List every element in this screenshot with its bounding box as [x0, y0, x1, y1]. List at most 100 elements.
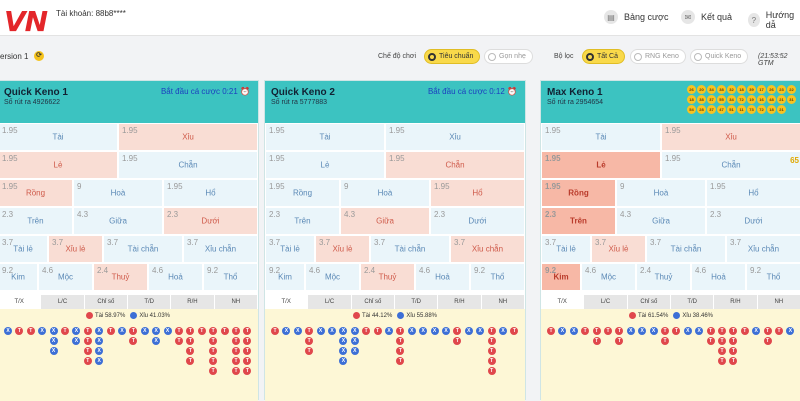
bet-xiule[interactable]: 3.7 Xỉu lẻ [315, 235, 370, 263]
odds: 9 [77, 182, 82, 191]
bet-thuy[interactable]: 2.4 Thuỷ [360, 263, 415, 291]
bet-hoa[interactable]: 9 Hoà [616, 179, 706, 207]
road-tab[interactable]: Chỉ số [351, 295, 395, 309]
panel-title[interactable]: Max Keno 1 [547, 87, 603, 98]
bet-rong[interactable]: 1.95 Rồng [265, 179, 340, 207]
bet-taile[interactable]: 3.7 Tài lẻ [0, 235, 48, 263]
bet-tren[interactable]: 2.3 Trên [265, 207, 340, 235]
bet-tren[interactable]: 2.3 Trên [0, 207, 73, 235]
bet-kim[interactable]: 9.2 Kim [265, 263, 305, 291]
xiu-percent: Xỉu 41.03% [139, 313, 171, 320]
bet-label: Xỉu chẵn [747, 244, 780, 254]
bet-le[interactable]: 1.95 Lẻ [0, 151, 118, 179]
bet-hoa2[interactable]: 4.6 Hoả [691, 263, 746, 291]
bet-xiuchan[interactable]: 3.7 Xỉu chẵn [450, 235, 525, 263]
road-tab[interactable]: NH [481, 295, 525, 309]
road-bead: T [487, 367, 496, 375]
nav-betting-board[interactable]: ▤ Bảng cược [604, 10, 668, 24]
road-tab[interactable]: T/D [670, 295, 715, 309]
nav-results[interactable]: ✉ Kết quả [681, 10, 732, 24]
bet-taichan[interactable]: 3.7 Tài chẵn [103, 235, 183, 263]
road-tab[interactable]: R/H [714, 295, 758, 309]
road-tab[interactable]: T/D [127, 295, 172, 309]
bet-ho[interactable]: 1.95 Hổ [706, 179, 800, 207]
bet-thuy[interactable]: 2.4 Thuỷ [636, 263, 691, 291]
bet-duoi[interactable]: 2.3 Dưới [163, 207, 258, 235]
bet-xiule[interactable]: 3.7 Xỉu lẻ [591, 235, 646, 263]
bet-taile[interactable]: 3.7 Tài lẻ [541, 235, 591, 263]
bet-taichan[interactable]: 3.7 Tài chẵn [646, 235, 726, 263]
bet-thuy[interactable]: 2.4 Thuỷ [93, 263, 148, 291]
road-tab[interactable]: L/C [41, 295, 85, 309]
bet-duoi[interactable]: 2.3 Dưới [430, 207, 525, 235]
bet-tai[interactable]: 1.95 Tài [265, 123, 385, 151]
road-tab[interactable]: Chỉ số [84, 295, 128, 309]
odds: 1.95 [545, 154, 561, 163]
road-tab[interactable]: T/X [265, 295, 309, 309]
road-tab[interactable]: L/C [584, 295, 628, 309]
bet-tho[interactable]: 9.2 Thổ [203, 263, 258, 291]
bet-tho[interactable]: 9.2 Thổ [470, 263, 525, 291]
bet-chan[interactable]: 1.95 Chẵn [118, 151, 258, 179]
bet-rong[interactable]: 1.95 Rồng [541, 179, 616, 207]
filter-all[interactable]: Tất Cả [582, 49, 626, 64]
bet-le[interactable]: 1.95 Lẻ [541, 151, 661, 179]
bet-xiuchan[interactable]: 3.7 Xỉu chẵn [726, 235, 800, 263]
bet-rong[interactable]: 1.95 Rồng [0, 179, 73, 207]
bet-giua[interactable]: 4.3 Giữa [73, 207, 163, 235]
mode-standard[interactable]: Tiêu chuẩn [424, 49, 481, 64]
bet-tai[interactable]: 1.95 Tài [541, 123, 661, 151]
bet-xiuchan[interactable]: 3.7 Xỉu chẵn [183, 235, 258, 263]
mode-compact[interactable]: Gọn nhẹ [484, 49, 533, 64]
odds: 2.3 [710, 210, 722, 219]
road-tab[interactable]: R/H [438, 295, 482, 309]
road-tab[interactable]: T/X [541, 295, 585, 309]
panel-title[interactable]: Quick Keno 1 [4, 87, 68, 98]
bet-hoa2[interactable]: 4.6 Hoả [415, 263, 470, 291]
road-tab[interactable]: NH [757, 295, 800, 309]
bet-giua[interactable]: 4.3 Giữa [340, 207, 430, 235]
road-tab[interactable]: T/X [0, 295, 42, 309]
road-bead: T [763, 337, 772, 345]
bet-taile[interactable]: 3.7 Tài lẻ [265, 235, 315, 263]
road-tab[interactable]: T/D [394, 295, 439, 309]
bet-kim[interactable]: 9.2 Kim [0, 263, 38, 291]
bet-moc[interactable]: 4.6 Mộc [581, 263, 636, 291]
refresh-icon[interactable]: ⟳ [34, 51, 44, 61]
bet-hoa[interactable]: 9 Hoà [73, 179, 163, 207]
bet-moc[interactable]: 4.6 Mộc [38, 263, 93, 291]
bet-giua[interactable]: 4.3 Giữa [616, 207, 706, 235]
road-tab[interactable]: R/H [171, 295, 215, 309]
panel-title[interactable]: Quick Keno 2 [271, 87, 335, 98]
filter-quick-keno[interactable]: Quick Keno [690, 49, 749, 64]
bet-ho[interactable]: 1.95 Hổ [430, 179, 525, 207]
odds: 1.95 [665, 154, 681, 163]
bet-duoi[interactable]: 2.3 Dưới [706, 207, 800, 235]
bet-chan[interactable]: 1.95 Chẵn [385, 151, 525, 179]
bet-xiu[interactable]: 1.95 Xỉu [118, 123, 258, 151]
logo[interactable]: VN [0, 2, 52, 38]
bet-chan[interactable]: 1.95 Chẵn [661, 151, 800, 179]
bet-taichan[interactable]: 3.7 Tài chẵn [370, 235, 450, 263]
bet-label: Dưới [201, 216, 220, 226]
bet-tai[interactable]: 1.95 Tài [0, 123, 118, 151]
bet-label: Chẵn [721, 160, 741, 170]
bet-xiule[interactable]: 3.7 Xỉu lẻ [48, 235, 103, 263]
bet-hoa[interactable]: 9 Hoà [340, 179, 430, 207]
bet-tho[interactable]: 9.2 Thổ [746, 263, 800, 291]
bet-xiu[interactable]: 1.95 Xỉu [661, 123, 800, 151]
nav-guide[interactable]: ? Hướng dẫ [748, 10, 800, 30]
bet-kim[interactable]: 9.2 Kim [541, 263, 581, 291]
road-tab[interactable]: NH [214, 295, 258, 309]
bet-hoa2[interactable]: 4.6 Hoả [148, 263, 203, 291]
road-tab[interactable]: Chỉ số [627, 295, 671, 309]
bet-ho[interactable]: 1.95 Hổ [163, 179, 258, 207]
road-tab[interactable]: L/C [308, 295, 352, 309]
bet-tren[interactable]: 2.3 Trên [541, 207, 616, 235]
bet-moc[interactable]: 4.6 Mộc [305, 263, 360, 291]
bet-xiu[interactable]: 1.95 Xỉu [385, 123, 525, 151]
road-bead: X [350, 347, 359, 355]
bet-le[interactable]: 1.95 Lẻ [265, 151, 385, 179]
filter-rng-keno[interactable]: RNG Keno [630, 49, 686, 64]
